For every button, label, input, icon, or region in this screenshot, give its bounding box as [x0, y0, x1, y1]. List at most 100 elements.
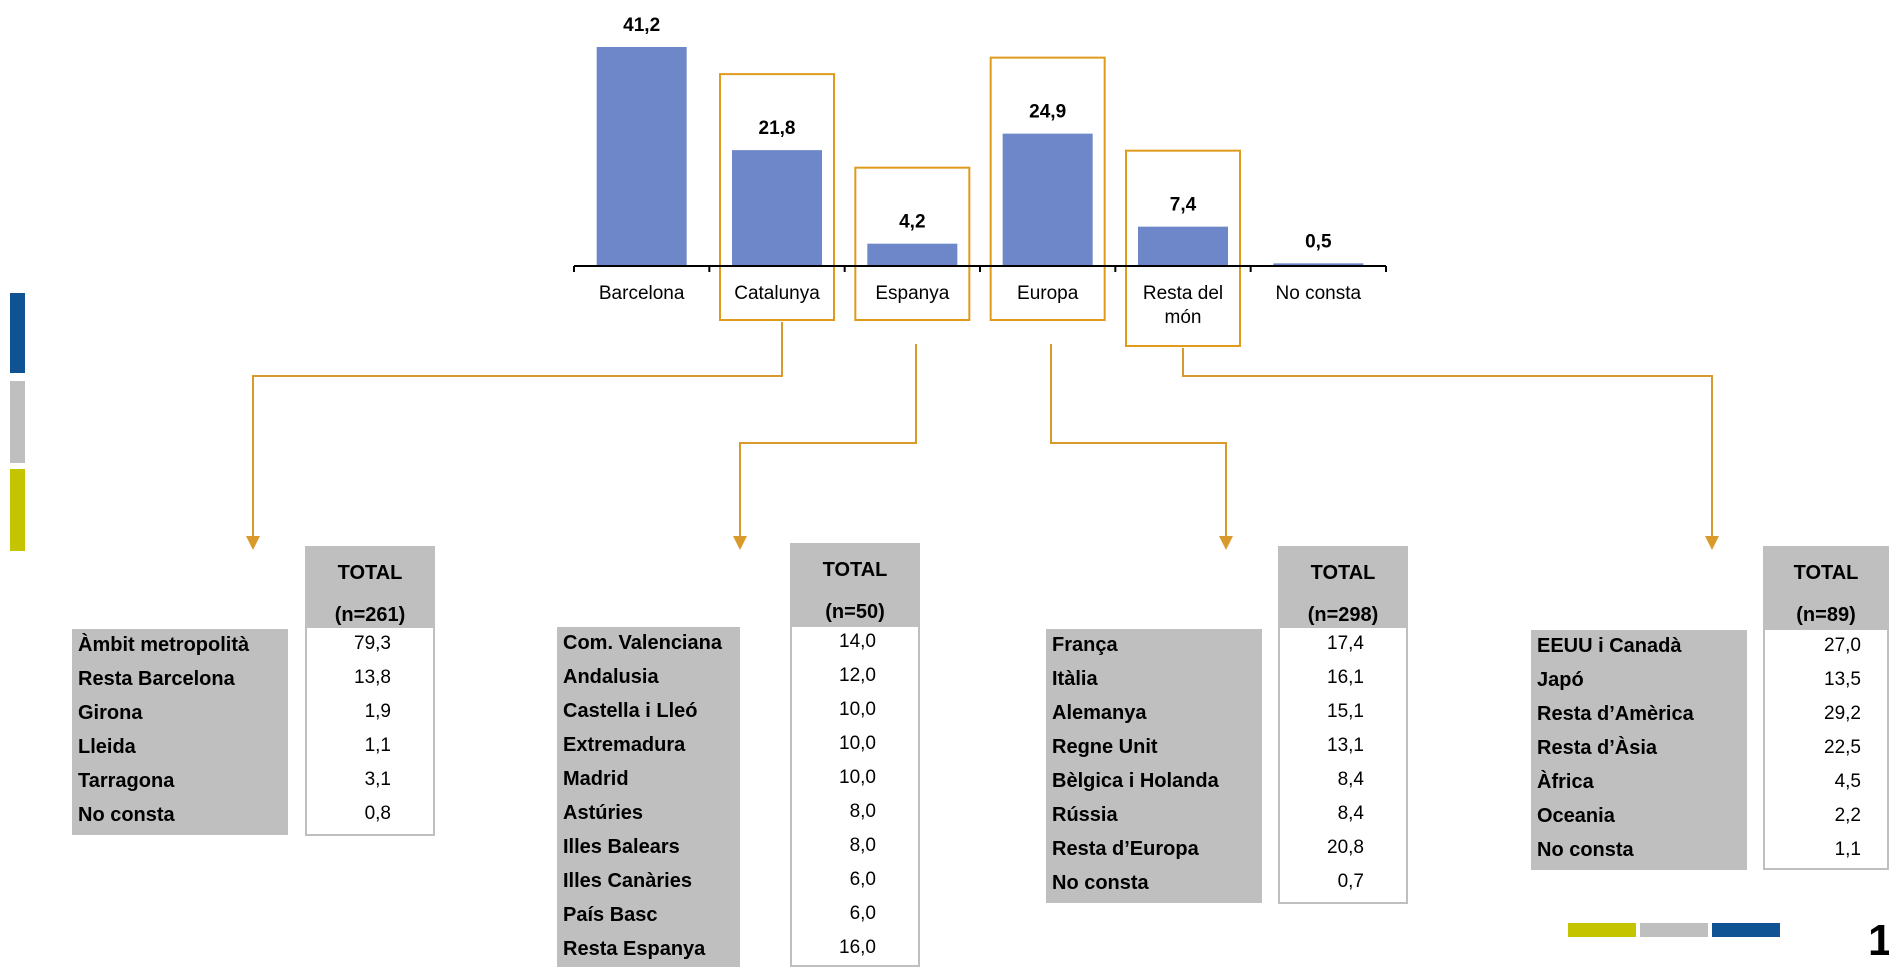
row-values: 27,0 13,5 29,2 22,5 4,5 2,2 1,1 [1763, 630, 1889, 870]
header-n: (n=261) [334, 604, 406, 626]
highlight-box [989, 56, 1106, 321]
data-label: 24,9 [1029, 102, 1066, 123]
row-label: França [1052, 634, 1118, 656]
row-value: 13,1 [1327, 735, 1364, 756]
row-label: Tarragona [78, 770, 175, 792]
row-value: 20,8 [1327, 837, 1364, 858]
bar [1138, 226, 1228, 266]
tick-label: Resta del [1143, 283, 1223, 304]
row-label: EEUU i Canadà [1537, 635, 1682, 657]
data-label: 41,2 [623, 15, 660, 36]
row-label: Alemanya [1052, 702, 1147, 724]
row-value: 10,0 [839, 699, 876, 720]
row-value: 1,1 [364, 735, 391, 756]
row-value: 17,4 [1327, 633, 1364, 654]
row-value: 29,2 [1824, 703, 1861, 724]
header-total: TOTAL [822, 559, 888, 581]
corner-bar-gray [1640, 923, 1708, 937]
row-value: 79,3 [354, 633, 391, 654]
table-header: TOTAL (n=261) [305, 546, 435, 628]
row-value: 0,8 [364, 803, 391, 824]
row-label: Resta Espanya [563, 938, 706, 960]
connector-line [1182, 348, 1713, 538]
bar [732, 150, 822, 266]
side-bar-blue [10, 293, 25, 373]
header-n: (n=89) [1796, 604, 1856, 626]
table-header: TOTAL (n=298) [1278, 546, 1408, 628]
row-value: 8,4 [1337, 769, 1364, 790]
row-value: 15,1 [1327, 701, 1364, 722]
row-value: 6,0 [849, 869, 876, 890]
table-header: TOTAL (n=89) [1763, 546, 1889, 630]
row-label: Bèlgica i Holanda [1052, 770, 1219, 792]
row-label: País Basc [563, 904, 658, 926]
table-header: TOTAL (n=50) [790, 543, 920, 627]
row-value: 8,0 [849, 835, 876, 856]
row-label: Castella i Lleó [563, 700, 698, 722]
header-total: TOTAL [1793, 562, 1859, 584]
row-value: 1,1 [1834, 839, 1861, 860]
row-label: Illes Balears [563, 836, 680, 858]
row-label: Illes Canàries [563, 870, 692, 892]
row-labels: EEUU i Canadà Japó Resta d’Amèrica Resta… [1531, 630, 1747, 870]
arrowhead [246, 536, 260, 550]
row-value: 8,4 [1337, 803, 1364, 824]
row-label: Madrid [563, 768, 629, 790]
tick-label: Europa [1017, 283, 1079, 304]
row-value: 4,5 [1834, 771, 1861, 792]
row-label: Resta d’Àsia [1537, 737, 1658, 759]
row-value: 16,1 [1327, 667, 1364, 688]
row-label: Japó [1537, 669, 1584, 691]
row-value: 14,0 [839, 631, 876, 652]
bar [1002, 133, 1093, 266]
row-label: Rússia [1052, 804, 1118, 826]
bar [1273, 263, 1364, 266]
row-values: 79,3 13,8 1,9 1,1 3,1 0,8 [305, 628, 435, 836]
row-label: Astúries [563, 802, 644, 824]
corner-bar-blue [1712, 923, 1780, 937]
bar [596, 47, 687, 266]
row-label: No consta [78, 804, 175, 826]
data-label: 4,2 [899, 212, 925, 233]
row-value: 22,5 [1824, 737, 1861, 758]
side-bar-yellow [10, 469, 25, 551]
row-value: 13,5 [1824, 669, 1861, 690]
highlight-box [719, 73, 835, 322]
highlight-box [854, 166, 971, 321]
connector-line [1050, 344, 1227, 538]
row-label: Lleida [78, 736, 136, 758]
row-value: 1,9 [364, 701, 391, 722]
tick-label: Barcelona [599, 283, 685, 304]
row-values: 14,0 12,0 10,0 10,0 10,0 8,0 8,0 6,0 6,0… [790, 627, 920, 967]
row-value: 6,0 [849, 903, 876, 924]
row-value: 13,8 [354, 667, 391, 688]
header-total: TOTAL [1310, 562, 1376, 584]
tick-label: Espanya [875, 283, 949, 304]
data-label: 21,8 [759, 118, 796, 139]
row-value: 8,0 [849, 801, 876, 822]
highlight-box [1125, 149, 1241, 347]
row-label: Extremadura [563, 734, 686, 756]
page-number: 1 [1868, 916, 1889, 965]
row-value: 16,0 [839, 937, 876, 958]
row-label: Andalusia [563, 666, 659, 688]
tick-label: No consta [1276, 283, 1362, 304]
connector-line [739, 344, 917, 538]
row-labels: Com. Valenciana Andalusia Castella i Lle… [557, 627, 740, 967]
row-label: Com. Valenciana [563, 632, 722, 654]
row-value: 12,0 [839, 665, 876, 686]
header-n: (n=298) [1307, 604, 1379, 626]
row-labels: Àmbit metropolità Resta Barcelona Girona… [72, 629, 288, 835]
arrowhead [733, 536, 747, 550]
row-value: 10,0 [839, 767, 876, 788]
header-n: (n=50) [825, 601, 885, 623]
row-value: 27,0 [1824, 635, 1861, 656]
bar [867, 243, 958, 266]
row-value: 10,0 [839, 733, 876, 754]
row-value: 0,7 [1337, 871, 1364, 892]
row-label: Resta Barcelona [78, 668, 235, 690]
arrowhead [1705, 536, 1719, 550]
data-label: 0,5 [1305, 231, 1332, 252]
corner-bar-yellow [1568, 923, 1636, 937]
row-label: Girona [78, 702, 143, 724]
